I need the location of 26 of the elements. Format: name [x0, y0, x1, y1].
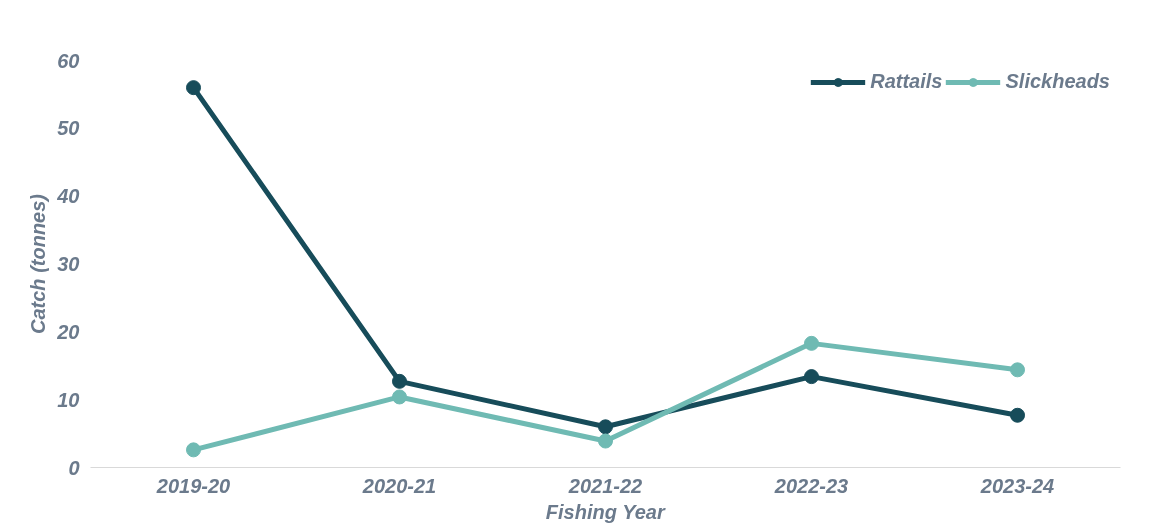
y-tick-label: 60: [57, 49, 80, 72]
y-tick-label: 50: [57, 117, 80, 140]
point: [598, 433, 613, 449]
y-tick-label: 40: [56, 185, 80, 208]
point: [804, 369, 819, 385]
y-tick-label: 0: [68, 456, 80, 479]
legend-label: Rattails: [870, 70, 943, 93]
y-tick-label: 10: [57, 388, 80, 411]
point: [1010, 407, 1025, 423]
y-axis-title: Catch (tonnes): [27, 193, 50, 334]
x-axis-title: Fishing Year: [545, 500, 666, 523]
point: [186, 80, 201, 96]
y-tick-label: 30: [57, 253, 80, 275]
point: [392, 373, 407, 389]
y-tick-label: 20: [56, 320, 80, 343]
x-tick-label: 2022-23: [773, 474, 849, 497]
legend-label: Slickheads: [1005, 70, 1110, 93]
x-tick-label: 2021-22: [567, 474, 643, 497]
point: [1010, 362, 1025, 378]
point: [392, 389, 407, 405]
x-tick-label: 2019-20: [155, 474, 231, 497]
point: [804, 335, 819, 351]
x-tick-label: 2020-21: [361, 474, 437, 497]
x-tick-label: 2023-24: [979, 474, 1055, 497]
point: [186, 442, 201, 458]
point: [598, 419, 613, 435]
